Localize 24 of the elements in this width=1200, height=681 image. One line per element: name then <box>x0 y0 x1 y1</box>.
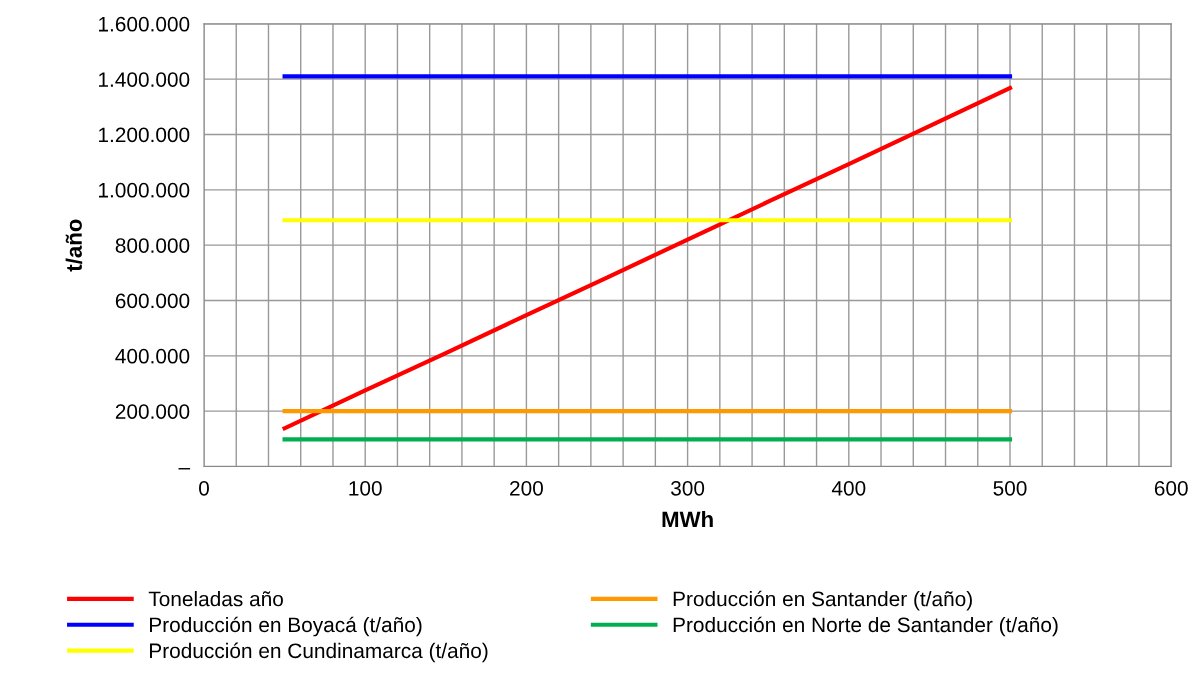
x-tick-label: 300 <box>671 480 705 496</box>
y-tick-label: 600.000 <box>115 293 190 309</box>
legend-label: Producción en Norte de Santander (t/año) <box>673 616 1058 637</box>
y-tick-label: 1.400.000 <box>99 72 190 87</box>
x-tick-label: 600 <box>1154 480 1188 496</box>
y-tick-label: 1.200.000 <box>99 127 190 143</box>
y-tick-label: 1.600.000 <box>99 16 190 32</box>
y-tick-label: 800.000 <box>115 238 190 253</box>
x-tick-label: 200 <box>510 480 543 496</box>
y-tick-label: 1.000.000 <box>99 182 190 198</box>
x-axis-title: MWh <box>662 510 713 528</box>
legend-label: Producción en Cundinamarca (t/año) <box>150 642 488 663</box>
x-tick-label: 500 <box>993 480 1027 496</box>
legend-label: Producción en Santander (t/año) <box>673 590 972 611</box>
y-tick-label: – <box>178 468 191 470</box>
line-series <box>282 85 1013 431</box>
y-tick-label: 200.000 <box>115 404 190 419</box>
legend-label: Producción en Boyacá (t/año) <box>150 616 422 637</box>
y-axis-title: t/año <box>65 219 83 272</box>
y-tick-label: 400.000 <box>115 348 190 364</box>
legend-label: Toneladas año <box>148 591 283 607</box>
x-tick-label: 0 <box>199 480 209 496</box>
x-tick-label: 100 <box>349 480 382 496</box>
x-tick-label: 400 <box>831 480 866 496</box>
